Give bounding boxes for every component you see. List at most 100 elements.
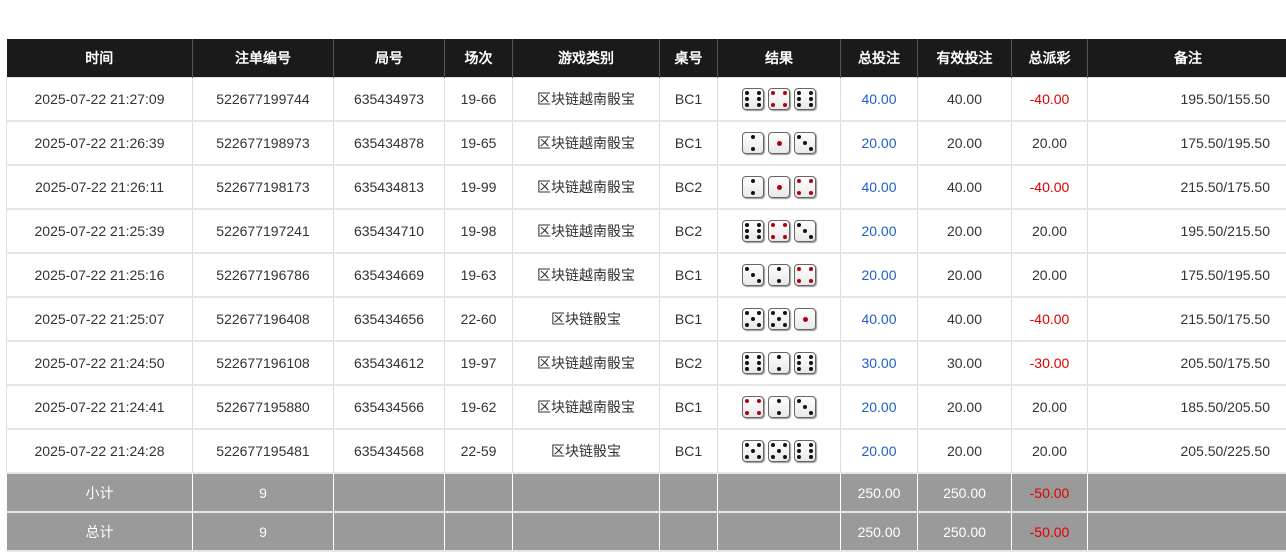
payout: 20.00 <box>1012 121 1088 165</box>
empty-cell <box>445 512 513 551</box>
dice-2-icon <box>742 132 764 154</box>
payout: 20.00 <box>1012 253 1088 297</box>
table-row: 2025-07-22 21:27:09 522677199744 6354349… <box>7 78 1286 122</box>
empty-cell <box>513 512 660 551</box>
empty-cell <box>334 473 445 512</box>
table-id: BC1 <box>660 253 718 297</box>
column-header[interactable]: 备注 <box>1088 39 1286 78</box>
bet-time: 2025-07-22 21:25:16 <box>7 253 193 297</box>
game-type: 区块链越南骰宝 <box>513 385 660 429</box>
balance-note: 215.50/175.50 <box>1088 297 1286 341</box>
table-id: BC2 <box>660 209 718 253</box>
bet-time: 2025-07-22 21:25:07 <box>7 297 193 341</box>
bet-id: 522677198973 <box>193 121 334 165</box>
game-type: 区块链越南骰宝 <box>513 341 660 385</box>
table-id: BC1 <box>660 78 718 122</box>
bet-id: 522677195880 <box>193 385 334 429</box>
game-type: 区块链越南骰宝 <box>513 121 660 165</box>
dice-1-icon <box>794 308 816 330</box>
balance-note: 215.50/175.50 <box>1088 165 1286 209</box>
dice-6-icon <box>742 352 764 374</box>
column-header[interactable]: 总投注 <box>841 39 918 78</box>
round-id: 635434813 <box>334 165 445 209</box>
shoe: 19-98 <box>445 209 513 253</box>
dice-6-icon <box>742 88 764 110</box>
round-id: 635434973 <box>334 78 445 122</box>
bet-id: 522677198173 <box>193 165 334 209</box>
valid-bet: 40.00 <box>918 165 1012 209</box>
shoe: 22-59 <box>445 429 513 473</box>
column-header[interactable]: 场次 <box>445 39 513 78</box>
valid-bet: 20.00 <box>918 385 1012 429</box>
empty-cell <box>718 473 841 512</box>
column-header[interactable]: 结果 <box>718 39 841 78</box>
table-row: 2025-07-22 21:25:07 522677196408 6354346… <box>7 297 1286 341</box>
bet-history-table: 时间注单编号局号场次游戏类别桌号结果总投注有效投注总派彩备注 2025-07-2… <box>6 39 1286 552</box>
payout: -40.00 <box>1012 78 1088 122</box>
round-id: 635434669 <box>334 253 445 297</box>
column-header[interactable]: 游戏类别 <box>513 39 660 78</box>
table-row: 2025-07-22 21:24:50 522677196108 6354346… <box>7 341 1286 385</box>
column-header[interactable]: 桌号 <box>660 39 718 78</box>
column-header[interactable]: 局号 <box>334 39 445 78</box>
total-payout: -50.00 <box>1012 512 1088 551</box>
game-type: 区块链越南骰宝 <box>513 253 660 297</box>
subtotal-valid: 250.00 <box>918 473 1012 512</box>
empty-cell <box>718 512 841 551</box>
bet-id: 522677195481 <box>193 429 334 473</box>
subtotal-count: 9 <box>193 473 334 512</box>
subtotal-row: 小计 9 250.00 250.00 -50.00 <box>7 473 1286 512</box>
table-row: 2025-07-22 21:25:16 522677196786 6354346… <box>7 253 1286 297</box>
dice-3-icon <box>794 132 816 154</box>
total-bet: 20.00 <box>841 429 918 473</box>
balance-note: 195.50/215.50 <box>1088 209 1286 253</box>
valid-bet: 40.00 <box>918 78 1012 122</box>
bet-id: 522677196108 <box>193 341 334 385</box>
header-row: 时间注单编号局号场次游戏类别桌号结果总投注有效投注总派彩备注 <box>7 39 1286 78</box>
dice-6-icon <box>742 220 764 242</box>
empty-cell <box>334 512 445 551</box>
dice-5-icon <box>768 440 790 462</box>
empty-cell <box>513 473 660 512</box>
table-row: 2025-07-22 21:26:11 522677198173 6354348… <box>7 165 1286 209</box>
table-id: BC1 <box>660 121 718 165</box>
bet-time: 2025-07-22 21:24:28 <box>7 429 193 473</box>
dice-4-icon <box>768 220 790 242</box>
game-type: 区块链骰宝 <box>513 429 660 473</box>
total-row: 总计 9 250.00 250.00 -50.00 <box>7 512 1286 551</box>
dice-2-icon <box>768 396 790 418</box>
result-dice <box>718 341 841 385</box>
subtotal-label: 小计 <box>7 473 193 512</box>
shoe: 19-97 <box>445 341 513 385</box>
column-header[interactable]: 时间 <box>7 39 193 78</box>
game-type: 区块链越南骰宝 <box>513 165 660 209</box>
payout: 20.00 <box>1012 429 1088 473</box>
total-bet: 250.00 <box>841 512 918 551</box>
dice-5-icon <box>742 440 764 462</box>
balance-note: 205.50/225.50 <box>1088 429 1286 473</box>
dice-3-icon <box>794 396 816 418</box>
result-dice <box>718 165 841 209</box>
round-id: 635434878 <box>334 121 445 165</box>
bet-time: 2025-07-22 21:25:39 <box>7 209 193 253</box>
table-id: BC1 <box>660 297 718 341</box>
round-id: 635434656 <box>334 297 445 341</box>
bet-time: 2025-07-22 21:27:09 <box>7 78 193 122</box>
dice-2-icon <box>742 176 764 198</box>
round-id: 635434568 <box>334 429 445 473</box>
bet-id: 522677197241 <box>193 209 334 253</box>
payout: 20.00 <box>1012 209 1088 253</box>
valid-bet: 40.00 <box>918 297 1012 341</box>
dice-5-icon <box>742 308 764 330</box>
total-label: 总计 <box>7 512 193 551</box>
empty-cell <box>660 473 718 512</box>
bet-id: 522677196408 <box>193 297 334 341</box>
column-header[interactable]: 有效投注 <box>918 39 1012 78</box>
shoe: 19-99 <box>445 165 513 209</box>
column-header[interactable]: 总派彩 <box>1012 39 1088 78</box>
dice-3-icon <box>742 264 764 286</box>
table-row: 2025-07-22 21:25:39 522677197241 6354347… <box>7 209 1286 253</box>
dice-6-icon <box>794 440 816 462</box>
column-header[interactable]: 注单编号 <box>193 39 334 78</box>
dice-3-icon <box>794 220 816 242</box>
